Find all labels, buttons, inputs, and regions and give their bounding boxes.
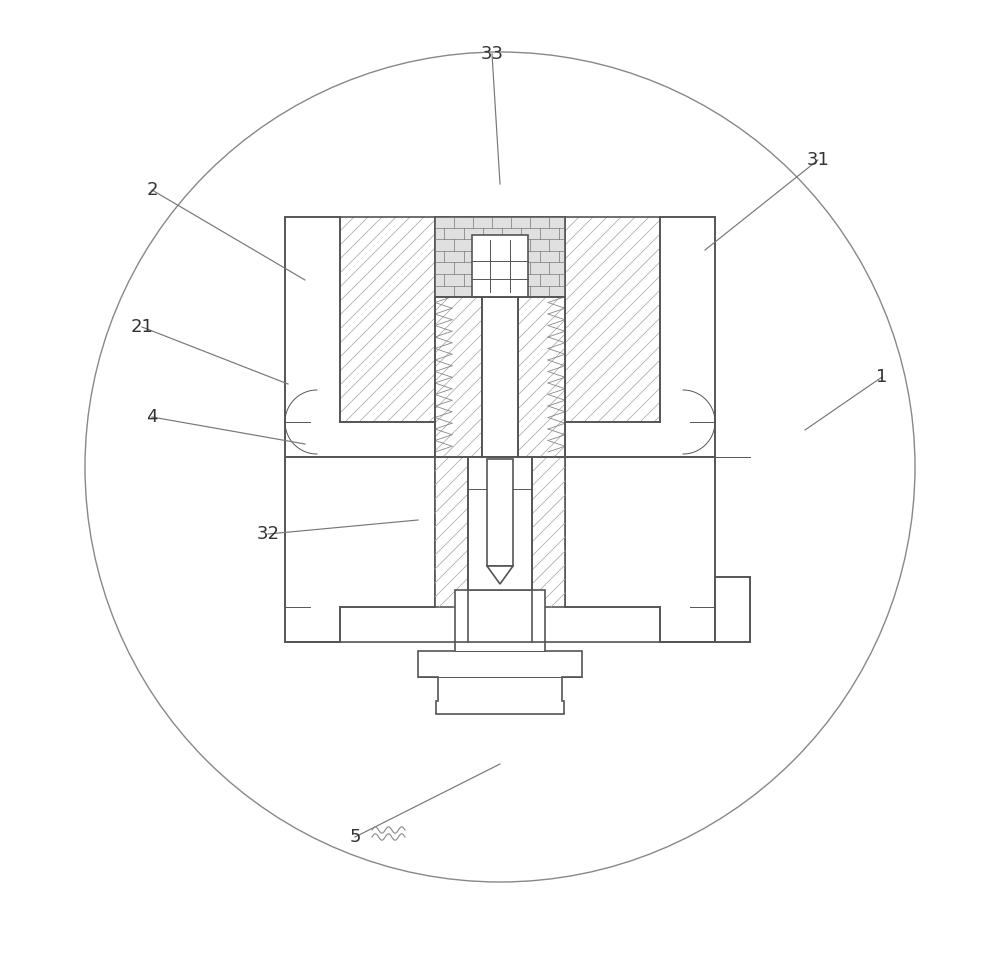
Text: 1: 1 — [876, 368, 888, 386]
Bar — [435, 217, 565, 297]
Text: 21: 21 — [131, 318, 153, 336]
Polygon shape — [565, 217, 715, 457]
Text: 33: 33 — [480, 45, 504, 63]
Bar — [468, 457, 532, 590]
Polygon shape — [435, 297, 482, 457]
Text: 4: 4 — [146, 408, 158, 426]
Bar — [487, 459, 513, 566]
Polygon shape — [285, 457, 435, 642]
Polygon shape — [435, 457, 565, 607]
Text: 5: 5 — [349, 828, 361, 846]
Text: 31: 31 — [807, 151, 829, 169]
Polygon shape — [565, 457, 715, 642]
Polygon shape — [435, 217, 565, 422]
Bar — [472, 235, 528, 297]
Polygon shape — [518, 297, 565, 457]
Polygon shape — [285, 217, 435, 457]
Bar — [482, 297, 518, 457]
Polygon shape — [715, 577, 750, 642]
Text: 32: 32 — [256, 525, 280, 543]
Polygon shape — [418, 590, 582, 714]
Polygon shape — [487, 566, 513, 584]
Text: 2: 2 — [146, 181, 158, 199]
